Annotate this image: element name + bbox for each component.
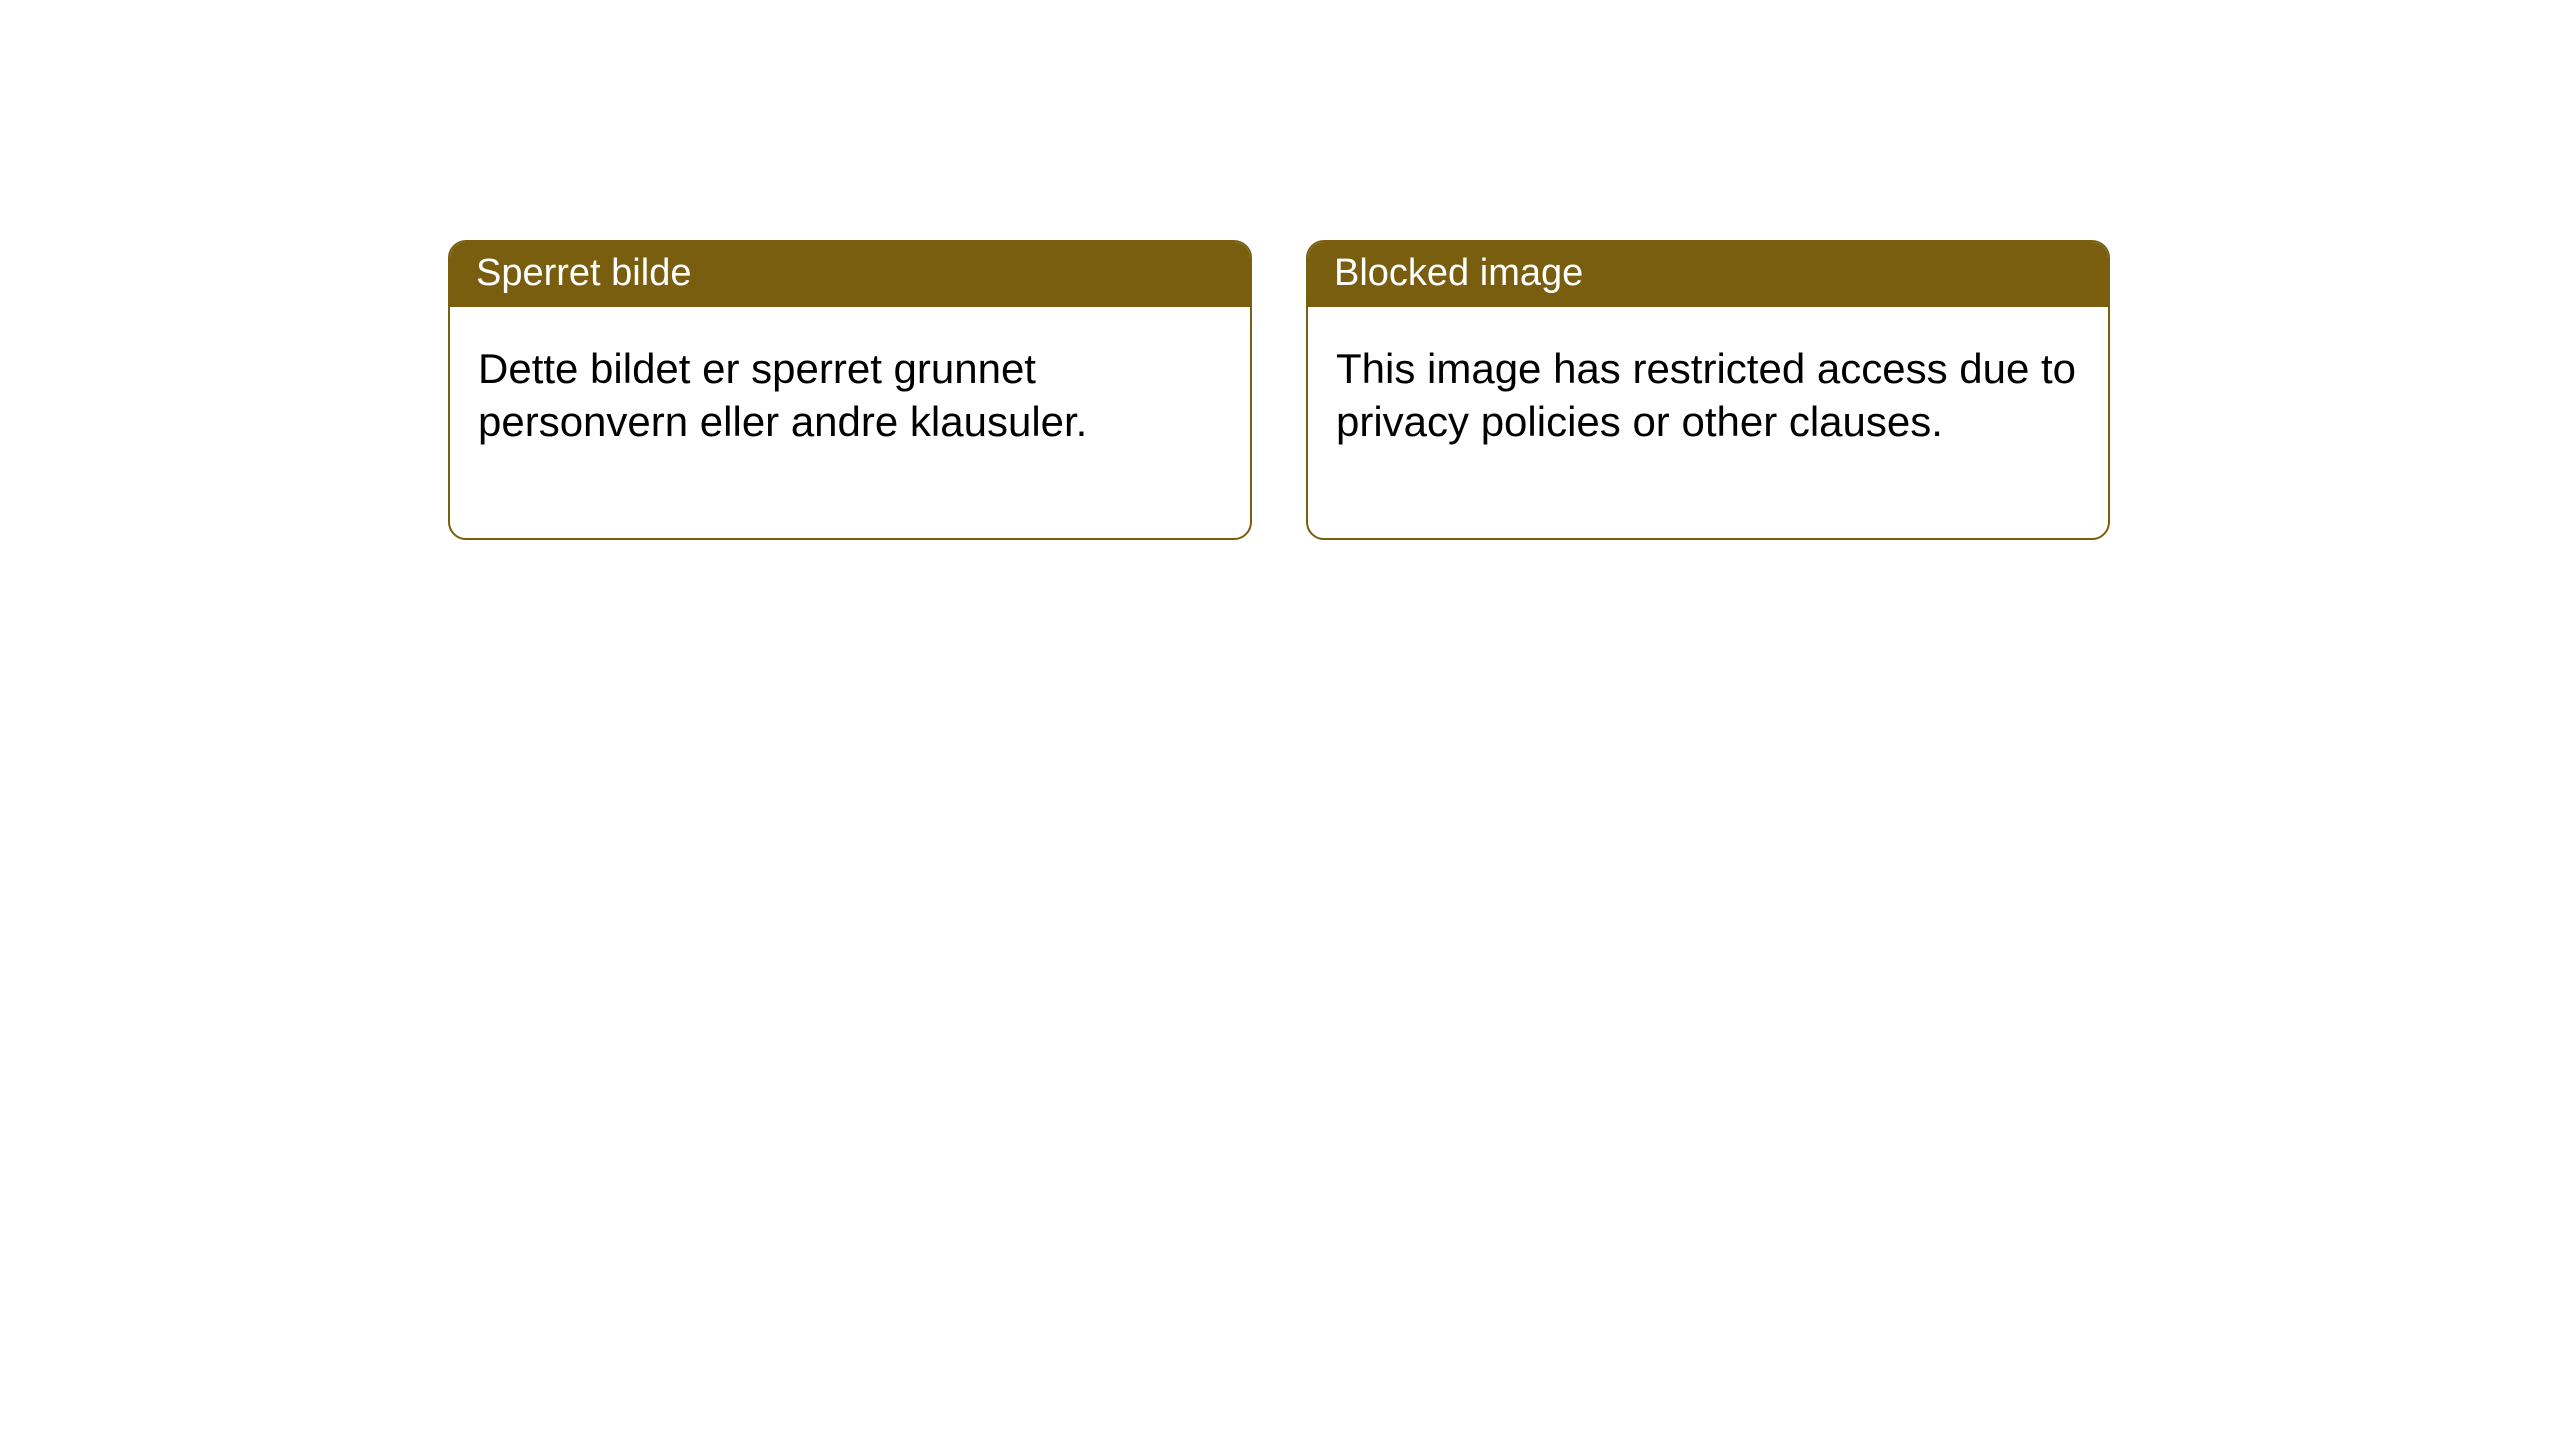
notice-card-norwegian: Sperret bilde Dette bildet er sperret gr…	[448, 240, 1252, 540]
card-body-english: This image has restricted access due to …	[1308, 307, 2108, 538]
card-header-norwegian: Sperret bilde	[450, 242, 1250, 307]
notice-card-english: Blocked image This image has restricted …	[1306, 240, 2110, 540]
card-body-norwegian: Dette bildet er sperret grunnet personve…	[450, 307, 1250, 538]
card-header-english: Blocked image	[1308, 242, 2108, 307]
notice-cards-container: Sperret bilde Dette bildet er sperret gr…	[448, 240, 2110, 540]
